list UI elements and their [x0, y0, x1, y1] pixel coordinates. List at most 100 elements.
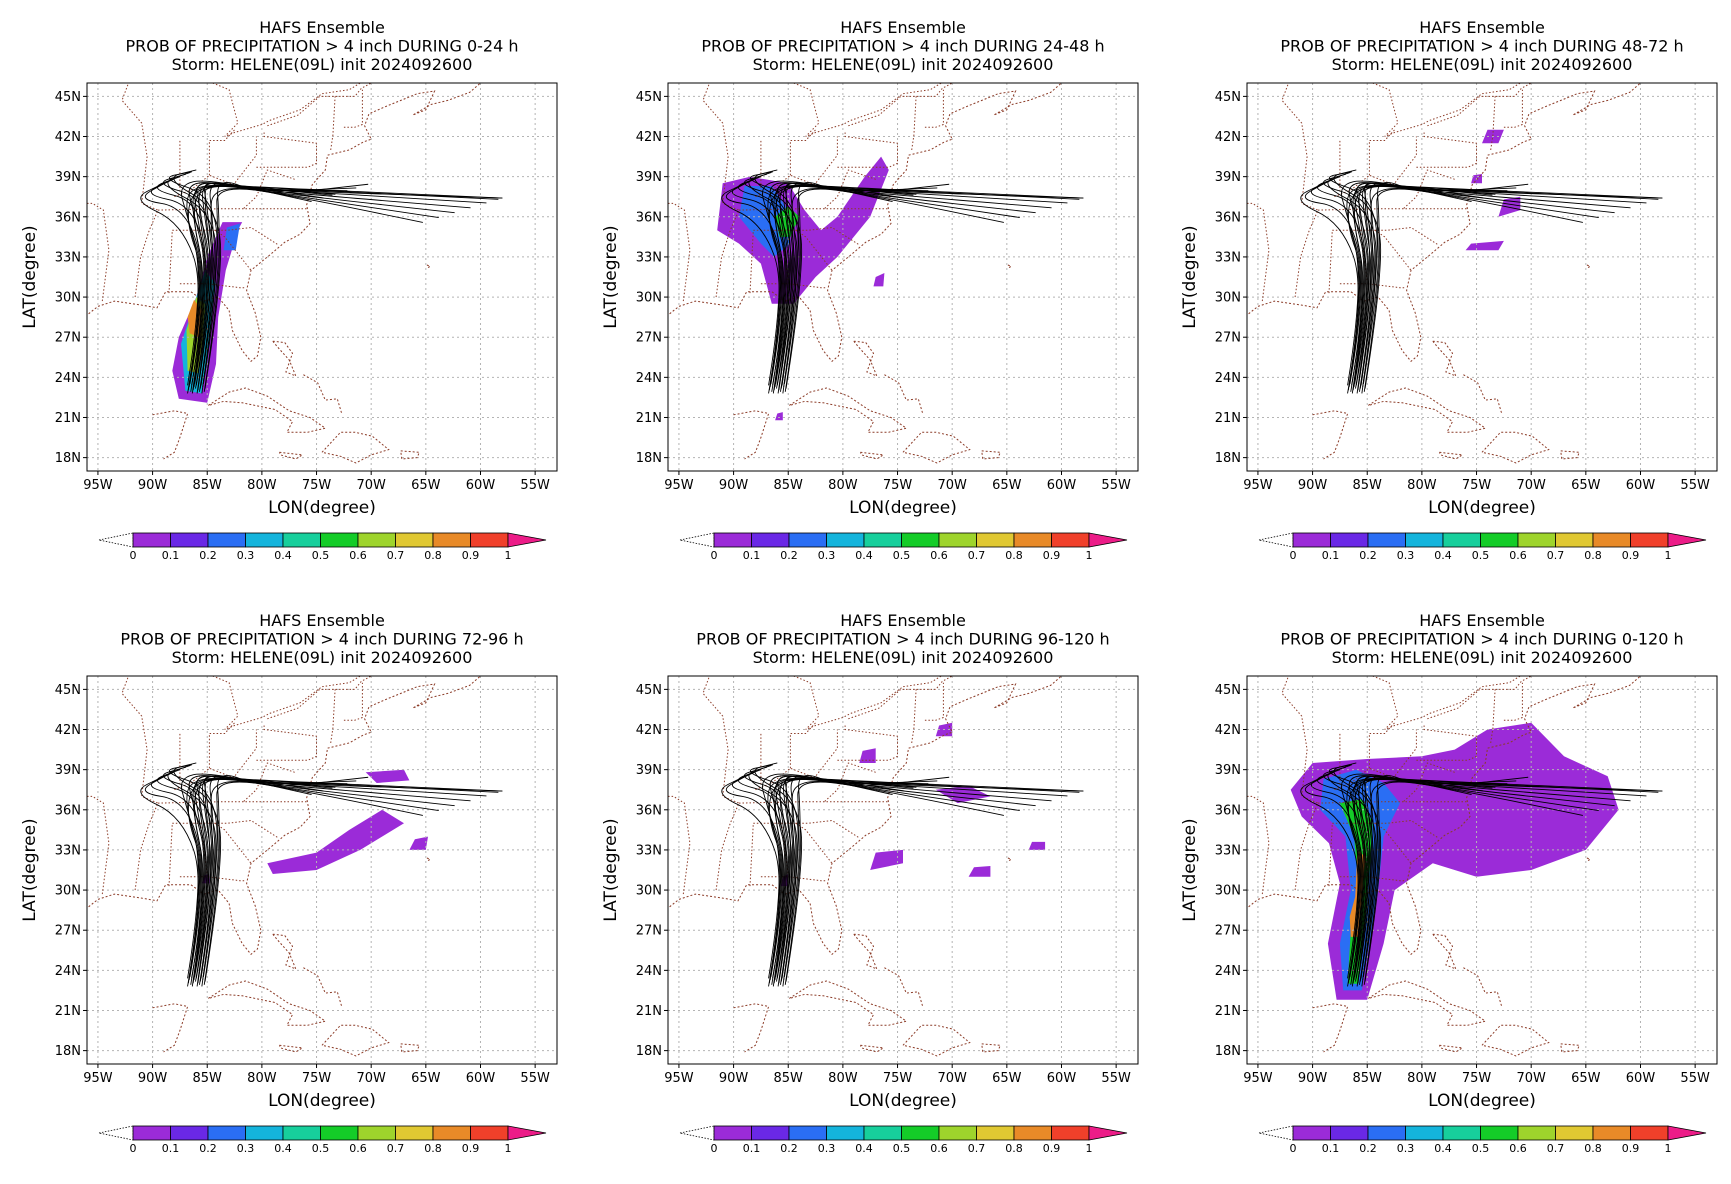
- ensemble-track: [1347, 184, 1659, 391]
- ensemble-track: [772, 778, 1084, 979]
- state-border: [911, 689, 917, 743]
- colorbar-label: 0.5: [1472, 1142, 1490, 1155]
- y-axis-label: LAT(degree): [1180, 225, 1200, 328]
- colorbar-label: 0: [1290, 549, 1297, 562]
- ensemble-track: [186, 184, 503, 386]
- state-border: [1374, 229, 1412, 271]
- x-tick-label: 85W: [774, 478, 804, 493]
- y-tick-label: 27N: [1215, 924, 1241, 939]
- chart-title: HAFS Ensemble: [259, 18, 385, 37]
- ensemble-track: [781, 775, 938, 979]
- state-border: [214, 229, 252, 271]
- coastline: [1481, 1024, 1550, 1057]
- colorbar-label: 0.2: [199, 549, 217, 562]
- coastline: [884, 374, 924, 414]
- y-tick-label: 36N: [55, 803, 81, 818]
- colorbar-segment: [826, 1125, 865, 1141]
- coastline: [303, 374, 343, 414]
- chart-subtitle: PROB OF PRECIPITATION > 4 inch DURING 0-…: [1280, 630, 1683, 649]
- ensemble-track: [167, 764, 217, 987]
- x-tick-label: 60W: [466, 478, 496, 493]
- ensemble-track: [784, 188, 1004, 384]
- coastline: [1247, 676, 1641, 956]
- colorbar-segment: [132, 532, 171, 548]
- coastline: [400, 450, 421, 460]
- ensemble-track: [748, 171, 798, 394]
- colorbar-segment: [751, 1125, 790, 1141]
- state-border: [208, 129, 235, 176]
- storm-info: Storm: HELENE(09L) init 2024092600: [1332, 55, 1633, 74]
- state-border: [1339, 283, 1406, 289]
- colorbar-segment: [395, 1125, 434, 1141]
- y-tick-label: 39N: [636, 170, 662, 185]
- colorbar-segment: [282, 532, 321, 548]
- colorbar-label: 0.4: [274, 549, 292, 562]
- state-border: [87, 202, 110, 302]
- colorbar-label: 0.7: [1547, 549, 1565, 562]
- y-tick-label: 18N: [1215, 1044, 1241, 1059]
- ensemble-track: [1353, 185, 1631, 388]
- colorbar-segment: [395, 532, 434, 548]
- state-border: [242, 169, 295, 210]
- state-border: [924, 89, 944, 128]
- x-axis-label: LON(degree): [268, 1091, 376, 1111]
- ensemble-track: [754, 169, 803, 389]
- colorbar-segment: [1013, 1125, 1052, 1141]
- y-axis-label: LAT(degree): [20, 818, 40, 921]
- coastline: [272, 933, 297, 970]
- y-tick-label: 45N: [55, 683, 81, 698]
- coastline: [1312, 410, 1349, 460]
- probability-field: [1290, 722, 1619, 1000]
- colorbar-low-triangle: [98, 1125, 134, 1141]
- x-tick-label: 75W: [1462, 478, 1492, 493]
- coastline: [400, 1043, 421, 1053]
- state-border: [755, 136, 838, 198]
- colorbar-segment: [1292, 1125, 1331, 1141]
- ensemble-track: [1351, 185, 1663, 386]
- colorbar-segment: [432, 532, 471, 548]
- ensemble-track: [1333, 762, 1382, 982]
- colorbar-low-triangle: [98, 532, 134, 548]
- coastline: [321, 1024, 390, 1057]
- colorbar-label: 0.5: [893, 549, 911, 562]
- colorbar-label: 0.2: [1359, 1142, 1377, 1155]
- coastline: [1007, 857, 1013, 862]
- plot-frame: [667, 675, 1139, 1065]
- x-tick-label: 75W: [302, 1071, 332, 1086]
- colorbar-segment: [938, 1125, 977, 1141]
- ensemble-track: [731, 178, 787, 391]
- ensemble-track: [203, 775, 369, 985]
- ensemble-track: [150, 178, 206, 391]
- y-tick-label: 45N: [55, 90, 81, 105]
- chart-subtitle: PROB OF PRECIPITATION > 4 inch DURING 0-…: [125, 37, 518, 56]
- state-border: [823, 762, 876, 803]
- y-axis-label: LAT(degree): [601, 818, 621, 921]
- state-border: [837, 132, 898, 168]
- colorbar-high-triangle: [507, 532, 547, 548]
- x-tick-label: 55W: [1680, 478, 1710, 493]
- x-tick-label: 90W: [719, 1071, 749, 1086]
- x-tick-label: 95W: [664, 478, 694, 493]
- x-tick-label: 65W: [411, 478, 441, 493]
- colorbar: 0 0.1 0.2 0.3 0.4 0.5 0.6 0.7 0.8 0.9 1: [98, 1125, 547, 1155]
- colorbar-segment: [976, 532, 1015, 548]
- state-border: [121, 83, 159, 298]
- y-tick-label: 42N: [55, 130, 81, 145]
- coastline: [426, 264, 432, 269]
- gridlines: [1247, 676, 1717, 1064]
- colorbar-high-triangle: [1667, 532, 1707, 548]
- ensemble-track: [1357, 182, 1505, 391]
- colorbar: 0 0.1 0.2 0.3 0.4 0.5 0.6 0.7 0.8 0.9 1: [1258, 1125, 1707, 1155]
- colorbar-segment: [1442, 1125, 1481, 1141]
- colorbar-segment: [1630, 532, 1669, 548]
- ensemble-track: [748, 764, 798, 987]
- colorbar-segment: [1630, 1125, 1669, 1141]
- colorbar-segment: [432, 1125, 471, 1141]
- state-border: [157, 208, 307, 211]
- probability-area: [365, 769, 410, 783]
- coastline: [272, 340, 297, 377]
- ensemble-track: [1333, 169, 1382, 389]
- colorbar-segment: [1051, 532, 1090, 548]
- x-tick-label: 85W: [1353, 1071, 1383, 1086]
